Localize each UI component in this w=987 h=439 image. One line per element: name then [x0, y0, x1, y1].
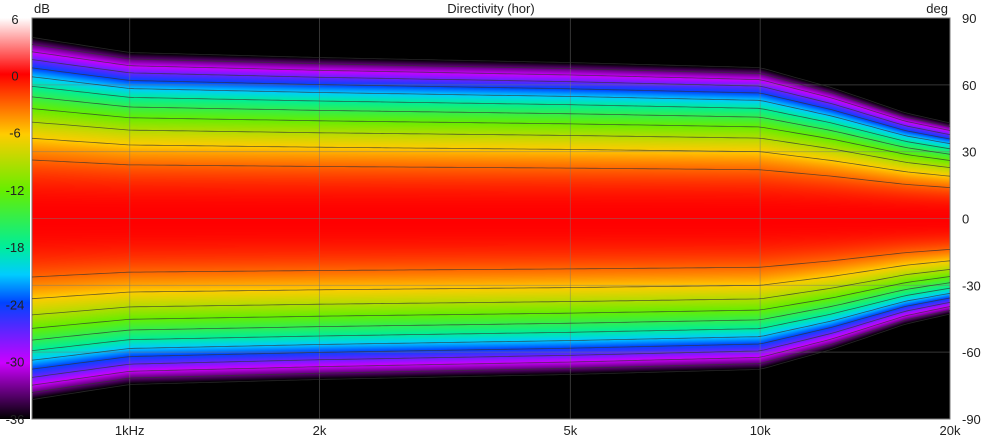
contour-line — [31, 306, 951, 386]
heatmap-surface — [32, 18, 950, 419]
contour-line — [31, 121, 951, 168]
chart-title: Directivity (hor) — [447, 1, 534, 16]
y-tick-label: 0 — [962, 212, 969, 227]
contour-line — [31, 302, 951, 378]
colorbar-tick-label: 6 — [11, 12, 18, 27]
contour-line — [31, 282, 951, 341]
contour-line — [31, 59, 951, 135]
contour-line — [31, 297, 951, 370]
contour-line — [31, 287, 951, 351]
y-tick-label: -30 — [962, 278, 981, 293]
contour-line — [31, 108, 951, 161]
colorbar-tick-label: -6 — [9, 126, 21, 141]
plot-frame — [31, 17, 951, 420]
contour-line — [31, 310, 951, 393]
y-axis-unit: deg — [926, 1, 948, 16]
contour-line — [31, 313, 951, 400]
contour-line — [31, 37, 951, 124]
contour-line — [31, 159, 951, 188]
colorbar — [0, 18, 30, 419]
colorbar-unit: dB — [34, 1, 50, 16]
grid — [32, 17, 951, 420]
colorbar-tick-label: -24 — [6, 297, 25, 312]
colorbar-tick-label: -18 — [6, 240, 25, 255]
colorbar-tick-label: 0 — [11, 68, 18, 83]
contour-line — [31, 51, 951, 131]
y-tick-label: 30 — [962, 145, 976, 160]
colorbar-tick-label: -12 — [6, 183, 25, 198]
x-tick-label: 5k — [564, 423, 578, 438]
y-tick-label: 60 — [962, 78, 976, 93]
contour-line — [31, 249, 951, 278]
contour-line — [31, 67, 951, 140]
contour-lines — [31, 37, 951, 400]
contour-line — [31, 269, 951, 316]
x-tick-label: 10k — [750, 423, 771, 438]
y-tick-label: 90 — [962, 11, 976, 26]
y-tick-label: -90 — [962, 412, 981, 427]
contour-line — [31, 44, 951, 127]
contour-line — [31, 86, 951, 150]
y-tick-label: -60 — [962, 345, 981, 360]
contour-line — [31, 96, 951, 155]
x-tick-label: 1kHz — [115, 423, 145, 438]
contour-line — [31, 137, 951, 177]
colorbar-tick-label: -30 — [6, 355, 25, 370]
colorbar-tick-label: -36 — [6, 412, 25, 427]
contour-line — [31, 292, 951, 361]
contour-line — [31, 276, 951, 329]
x-tick-label: 2k — [313, 423, 327, 438]
contour-line — [31, 260, 951, 300]
x-tick-label: 20k — [940, 423, 961, 438]
contour-line — [31, 76, 951, 145]
